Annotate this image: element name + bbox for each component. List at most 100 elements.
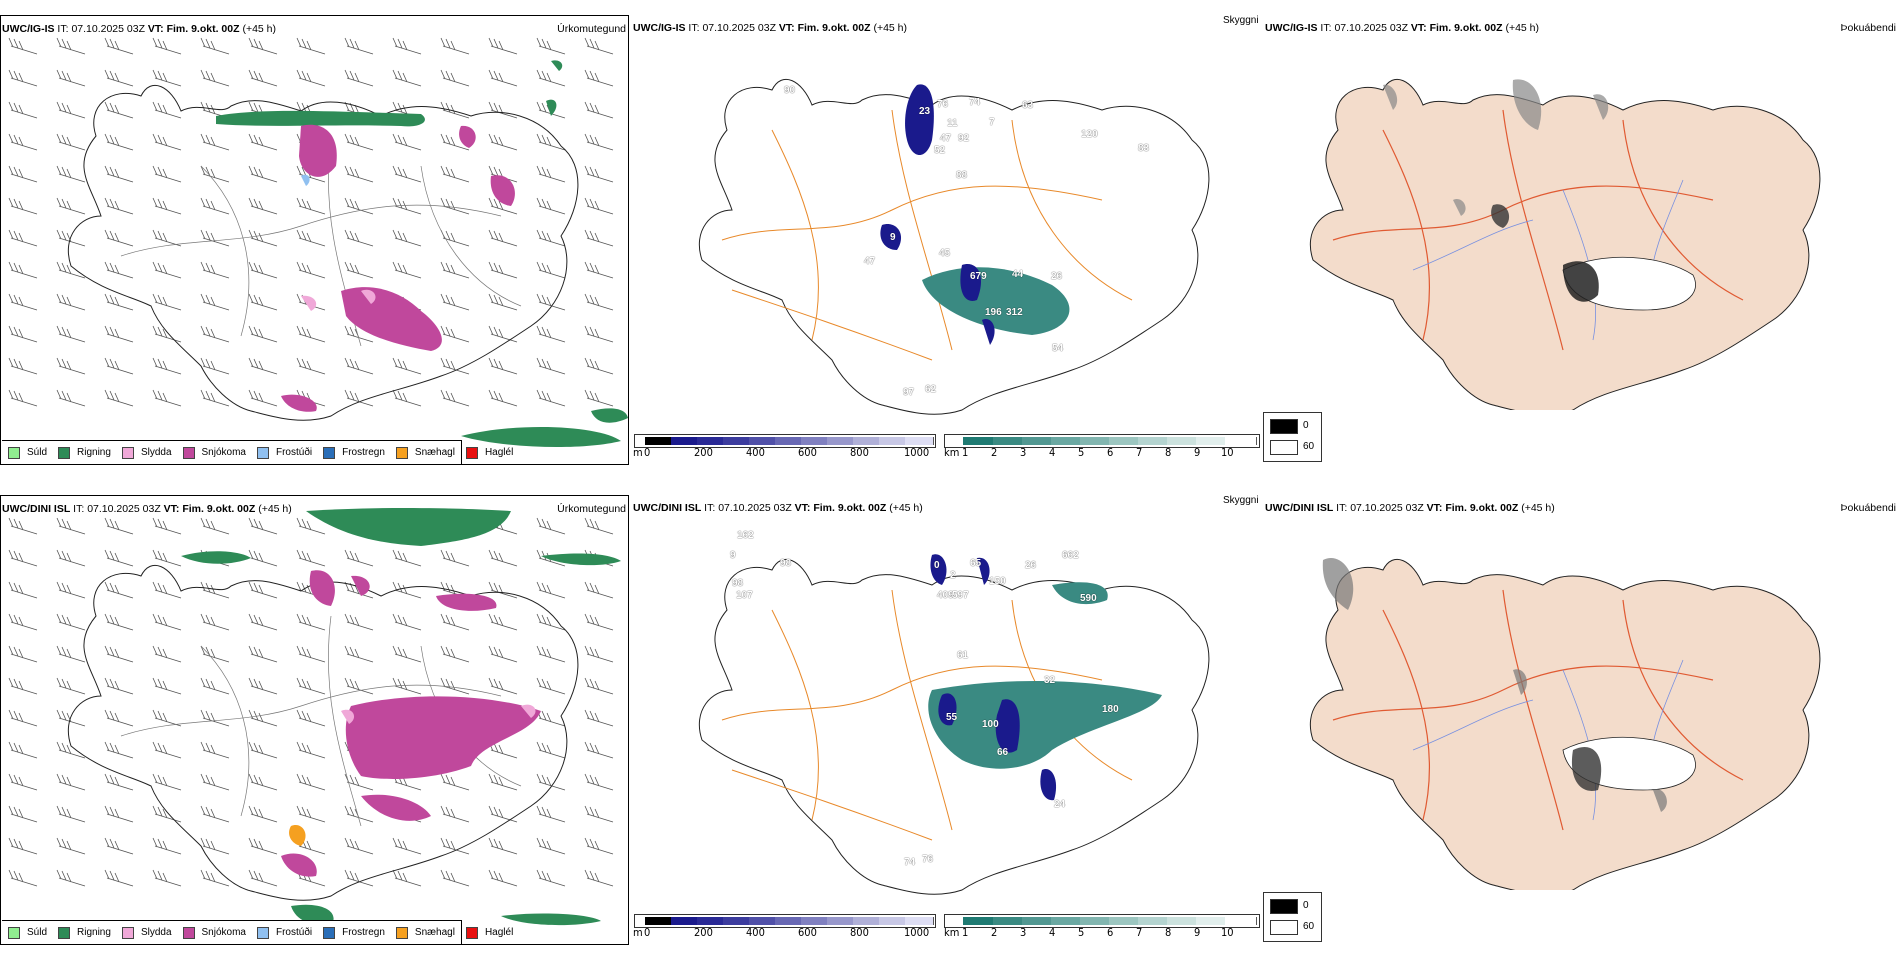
- wind-barb: [392, 581, 422, 599]
- wind-barb: [296, 517, 326, 535]
- legend-item: Rigning: [58, 446, 111, 459]
- rain-area: [306, 507, 511, 546]
- legend-swatch: [395, 926, 408, 939]
- wind-barb: [152, 389, 182, 407]
- wind-barb: [104, 357, 134, 375]
- colorbar-tick: 0: [644, 926, 651, 939]
- wind-barb: [200, 293, 230, 311]
- rain-area: [216, 110, 425, 127]
- wind-barb: [536, 357, 566, 375]
- wind-barb: [536, 741, 566, 759]
- wind-barb: [248, 325, 278, 343]
- legend-item: Frostúði: [256, 446, 312, 459]
- forecast-row-dini-isl: UWC/DINI ISL IT: 07.10.2025 03Z VT: Fim.…: [0, 490, 1900, 960]
- wind-barb: [344, 197, 374, 215]
- wind-barb: [104, 581, 134, 599]
- wind-barb: [200, 869, 230, 887]
- cloud-base-value: 98: [732, 578, 744, 589]
- wind-barb: [56, 709, 86, 727]
- wind-barb: [152, 69, 182, 87]
- wind-barb: [344, 837, 374, 855]
- vt-label: VT:: [794, 502, 811, 514]
- iceland-land: [1309, 78, 1821, 410]
- colorbar-tick: 800: [850, 446, 869, 459]
- fog-legend-swatch: [1270, 899, 1298, 914]
- cloud-base-value: 47: [864, 256, 876, 267]
- wind-barb: [56, 37, 86, 55]
- rain-area: [546, 60, 563, 116]
- vt-label: VT:: [778, 22, 795, 34]
- wind-barb: [56, 677, 86, 695]
- visibility-area: [922, 267, 1070, 335]
- colorbar-frame: [944, 434, 1260, 448]
- wind-barb: [8, 69, 38, 87]
- legend-swatch: [256, 446, 269, 459]
- wind-barb: [152, 581, 182, 599]
- colorbar-segment: [671, 917, 698, 925]
- panel-title: UWC/DINI ISL IT: 07.10.2025 03Z VT: Fim.…: [1265, 502, 1555, 514]
- wind-barb: [344, 37, 374, 55]
- wind-barb: [488, 293, 518, 311]
- wind-barb: [200, 773, 230, 791]
- wind-barb: [440, 261, 470, 279]
- wind-barb: [392, 613, 422, 631]
- legend-label: Slydda: [140, 447, 172, 458]
- wind-barb: [440, 165, 470, 183]
- wind-barb: [8, 325, 38, 343]
- cloud-base-colorbar: m 0 200 400 600 800 1000: [632, 434, 937, 460]
- legend-swatch: [58, 926, 71, 939]
- precip-type-panel: UWC/IG-IS IT: 07.10.2025 03Z VT: Fim. 9.…: [0, 15, 629, 465]
- wind-barb: [392, 69, 422, 87]
- wind-barb: [536, 869, 566, 887]
- wind-barb: [488, 869, 518, 887]
- legend-swatch: [8, 446, 20, 459]
- wind-barb: [296, 805, 326, 823]
- colorbar-segment: [697, 437, 724, 445]
- wind-barb: [152, 37, 182, 55]
- lead-time: (+45 h): [242, 23, 277, 35]
- wind-barb: [296, 37, 326, 55]
- wind-barb: [584, 261, 614, 279]
- cloud-base-value: 62: [925, 384, 937, 395]
- wind-barb: [536, 581, 566, 599]
- wind-barb: [584, 645, 614, 663]
- wind-barb: [584, 709, 614, 727]
- wind-barb: [8, 837, 38, 855]
- colorbar-segment: [1225, 437, 1257, 445]
- lead-time: (+45 h): [258, 503, 292, 515]
- it-value: 07.10.2025 03Z: [718, 502, 792, 514]
- wind-barb: [488, 549, 518, 567]
- it-value: 07.10.2025 03Z: [1350, 502, 1424, 514]
- wind-barb: [248, 613, 278, 631]
- freezing-drizzle-area: [301, 174, 310, 186]
- cloud-base-value: 196: [985, 307, 1002, 318]
- wind-barb: [104, 805, 134, 823]
- cloud-base-value: 83: [1138, 143, 1150, 154]
- wind-barb: [248, 357, 278, 375]
- legend-swatch: [182, 926, 195, 939]
- it-label: IT:: [688, 22, 700, 34]
- legend-swatch: [121, 446, 134, 459]
- cloud-base-map: [698, 554, 1210, 895]
- wind-barb: [584, 101, 614, 119]
- wind-barb: [488, 805, 518, 823]
- wind-barb: [248, 709, 278, 727]
- colorbar-segment: [1109, 437, 1139, 445]
- wind-barb: [152, 293, 182, 311]
- wind-barb: [56, 229, 86, 247]
- wind-barb: [296, 261, 326, 279]
- colorbar-segment: [827, 437, 854, 445]
- colorbar-segment: [723, 917, 750, 925]
- wind-barb: [296, 197, 326, 215]
- colorbar-tick: 8: [1165, 446, 1172, 459]
- wind-barb: [248, 69, 278, 87]
- colorbar-tick: 800: [850, 926, 869, 939]
- wind-barb: [440, 197, 470, 215]
- wind-barb: [584, 805, 614, 823]
- wind-barb: [104, 741, 134, 759]
- wind-barb: [344, 645, 374, 663]
- legend-label: Frostregn: [342, 927, 385, 938]
- wind-barb: [200, 133, 230, 151]
- precip-panel-title: Úrkomutegund: [557, 503, 626, 515]
- wind-barb: [584, 773, 614, 791]
